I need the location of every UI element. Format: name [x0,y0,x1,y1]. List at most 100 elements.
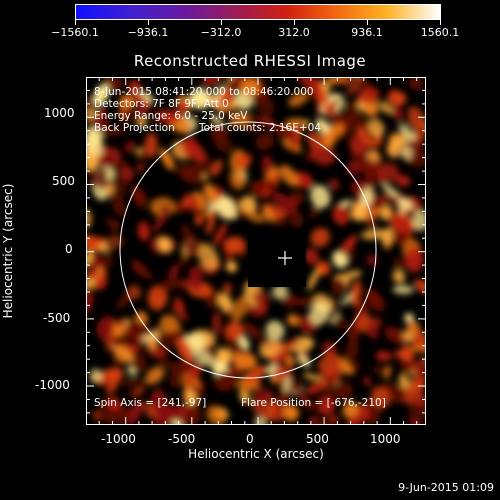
emission-blob [243,209,265,223]
emission-blob [181,140,206,162]
emission-blob [264,389,274,404]
emission-blob [392,258,405,270]
emission-blob [133,387,145,396]
emission-blob [282,404,299,422]
emission-blob [128,80,142,96]
emission-blob [288,211,304,228]
emission-blob [380,204,392,221]
emission-blob [366,254,378,266]
emission-blob [289,132,297,148]
emission-blob [342,401,359,418]
y-axis-label: Heliocentric Y (arcsec) [1,183,15,319]
emission-blob [309,301,330,326]
emission-blob [176,98,190,117]
emission-blob [120,166,135,181]
emission-blob [184,389,197,406]
colorbar-label: 936.1 [351,26,383,39]
emission-blob [232,351,257,370]
y-tick-label: -1000 [35,378,70,392]
axis-ticks [86,77,426,425]
emission-blob [206,214,216,235]
emission-blob [259,339,281,358]
emission-blob [97,168,109,179]
emission-blob [99,128,127,136]
colorbar-label: 1560.1 [420,26,460,39]
emission-blob [310,78,326,95]
emission-blob [282,294,298,307]
emission-blob [272,283,288,300]
emission-blob [92,83,110,107]
emission-blob [413,279,426,294]
emission-blob [131,91,152,110]
y-tick-label: 1000 [44,106,75,120]
emission-blob [376,162,400,183]
emission-blob [89,175,112,189]
emission-blob [414,132,422,149]
emission-blob [317,353,342,375]
emission-blob [111,193,126,217]
emission-blob [124,141,136,153]
emission-blob [378,101,395,115]
emission-blob [309,205,321,219]
emission-blob [225,236,246,254]
emission-blob [220,87,234,104]
emission-blob [213,370,238,391]
x-tick-label: 500 [306,432,329,446]
timestamp-footer: 9-Jun-2015 01:09 [398,481,494,494]
emission-blob [316,395,336,416]
energy-range-text: Energy Range: 6.0 - 25.0 keV [94,110,248,122]
emission-blob [404,313,414,323]
emission-blob [411,331,426,349]
emission-blob [149,326,160,351]
emission-blob [222,283,232,294]
x-tick-label: -1000 [101,432,136,446]
emission-blob [287,192,304,207]
emission-map [86,77,426,425]
emission-blob [400,345,414,361]
emission-blob [86,139,104,157]
emission-blob [211,84,226,108]
emission-blob [184,361,204,385]
emission-blob [204,208,214,218]
emission-blob [310,227,331,248]
emission-blob [209,159,223,177]
emission-blob [330,414,338,424]
emission-blob [332,204,350,226]
emission-blob [388,91,407,107]
emission-blob [137,221,150,241]
emission-blob [230,296,249,322]
emission-blob [358,158,379,175]
emission-blob [279,164,299,187]
plot-frame [86,77,426,425]
emission-blob [406,320,421,336]
emission-blob [226,261,238,273]
emission-blob [168,263,180,281]
emission-blob [206,405,226,425]
emission-blob [408,399,426,420]
emission-blob [361,228,388,240]
emission-blob [165,407,180,422]
emission-blob [89,368,102,383]
emission-blob [188,266,203,292]
emission-blob [288,92,308,107]
emission-blob [398,374,411,390]
emission-blob [137,161,145,174]
emission-blob [190,384,205,399]
emission-blob [175,337,194,363]
emission-blob [287,314,300,327]
emission-blob [212,311,221,336]
emission-blob [316,93,329,106]
solar-limb-circle [119,121,377,379]
emission-blob [288,338,299,348]
colorbar-label: −1560.1 [51,26,99,39]
emission-blob [375,351,392,362]
x-tick-label: 1000 [370,432,401,446]
colorbar-label: −312.0 [200,26,242,39]
emission-blob [408,77,424,91]
emission-blob [252,290,270,307]
emission-blob [332,250,348,269]
emission-blob [114,345,134,364]
emission-blob [267,180,278,195]
emission-blob [407,106,426,132]
emission-blob [261,203,286,219]
